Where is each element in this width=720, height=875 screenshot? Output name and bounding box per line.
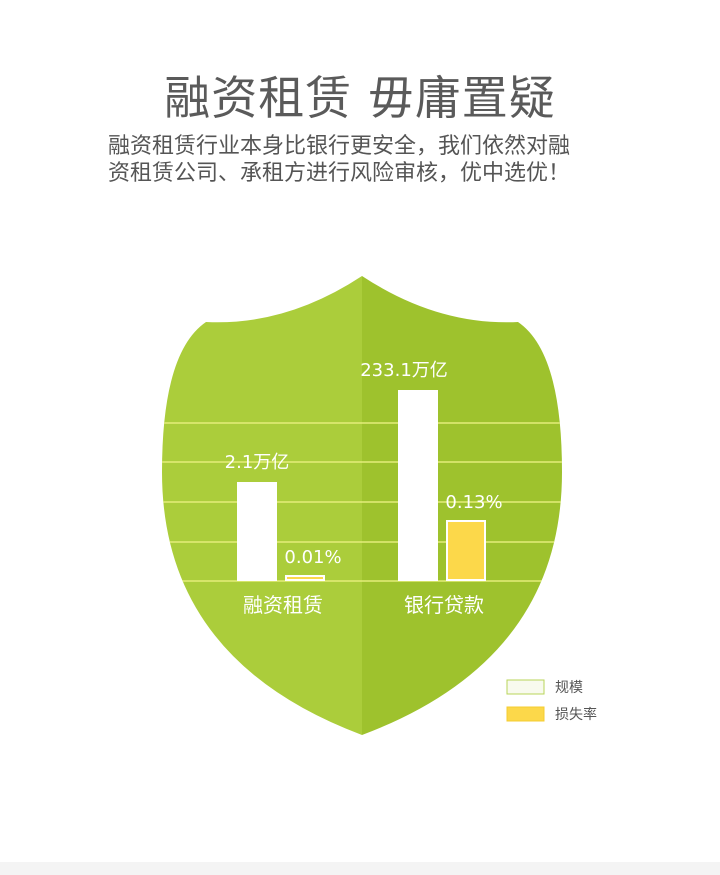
legend-swatch-1 <box>506 679 545 695</box>
label-loss-1: 0.01% <box>284 547 341 568</box>
footer-band <box>0 862 720 875</box>
legend-label-1: 规模 <box>555 680 583 696</box>
label-loss-2: 0.13% <box>445 492 502 513</box>
bar-group: 2.1万亿 0.01% 融资租赁 233.1万亿 0.13% 银行贷款 <box>225 360 503 617</box>
bar-loss-1 <box>285 575 325 581</box>
label-scale-1: 2.1万亿 <box>225 452 290 473</box>
grid-lines <box>162 422 562 582</box>
bar-scale-2 <box>398 390 438 581</box>
category-label-2: 银行贷款 <box>404 593 484 617</box>
legend-swatch-2 <box>506 706 545 722</box>
legend-label-2: 损失率 <box>555 706 597 723</box>
subtitle-line-1: 融资租赁行业本身比银行更安全，我们依然对融 <box>108 134 571 159</box>
category-label-1: 融资租赁 <box>243 593 323 617</box>
label-scale-2: 233.1万亿 <box>360 360 448 381</box>
page-subtitle: 融资租赁行业本身比银行更安全，我们依然对融 资租赁公司、承租方进行风险审核，优中… <box>108 133 628 187</box>
bar-loss-2 <box>446 520 486 581</box>
bar-scale-1 <box>237 482 277 581</box>
page-title: 融资租赁 毋庸置疑 <box>164 71 556 125</box>
subtitle-line-2: 资租赁公司、承租方进行风险审核，优中选优！ <box>108 161 571 186</box>
